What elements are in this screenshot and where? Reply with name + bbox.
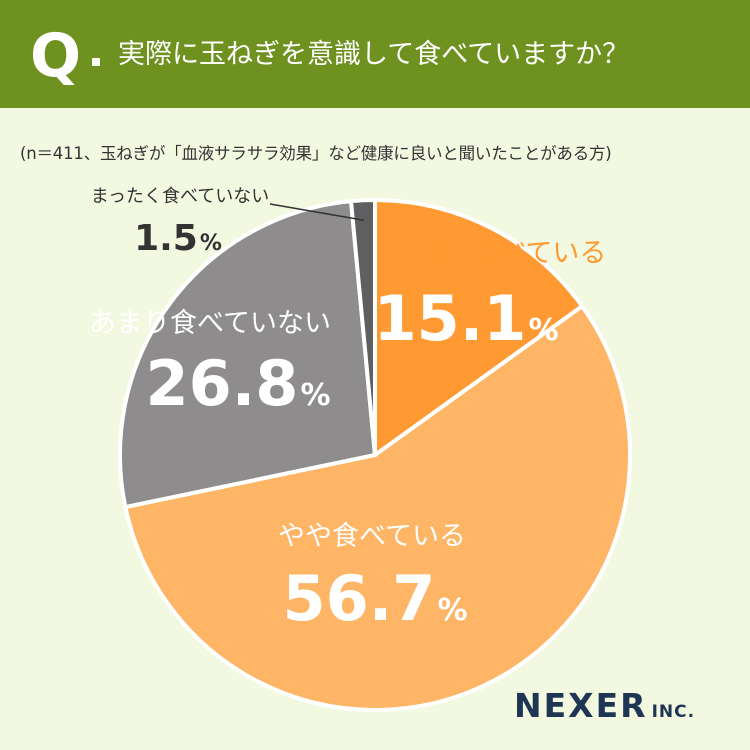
question-header: Q 実際に玉ねぎを意識して食べていますか？: [0, 0, 750, 108]
slice-value-label: 1.5%: [134, 218, 222, 259]
logo-sub: INC.: [651, 702, 696, 722]
sample-note: (n＝411、玉ねぎが「血液サラサラ効果」など健康に良いと聞いたことがある方): [20, 144, 612, 163]
slice-value-label: 56.7%: [282, 562, 467, 635]
slice-value-label: 15.1%: [373, 282, 558, 355]
pie-slice: [349, 198, 377, 457]
slice-label: とても食べている: [394, 238, 607, 269]
slice-label: まったく食べていない: [91, 186, 270, 207]
slice-label: やや食べている: [278, 521, 466, 552]
question-text: 実際に玉ねぎを意識して食べていますか？: [118, 39, 630, 70]
pie-slice: [373, 198, 585, 457]
slice-value-label: 26.8%: [145, 347, 330, 420]
nexer-logo: NEXER INC.: [514, 686, 695, 725]
q-mark: Q: [30, 21, 82, 91]
pie-slice: [118, 199, 377, 510]
leader-line: [269, 203, 365, 221]
logo-main: NEXER: [514, 686, 648, 725]
slice-label: あまり食べていない: [89, 308, 331, 339]
q-dot: [92, 58, 100, 66]
pie-slice: [123, 304, 632, 712]
